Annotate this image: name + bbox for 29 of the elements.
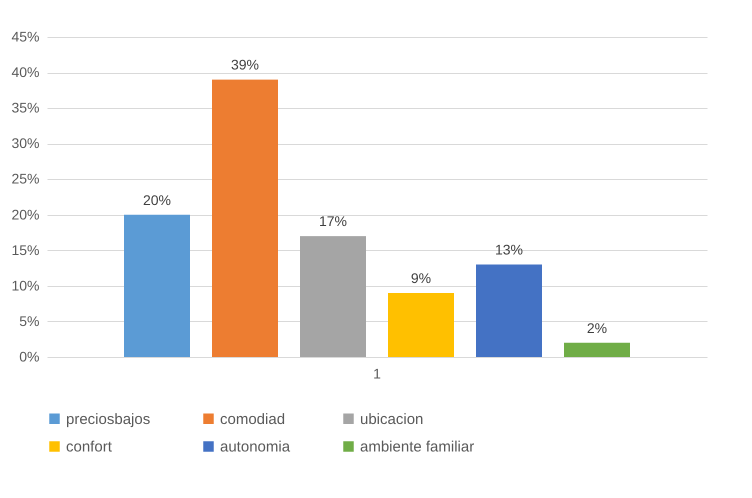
y-tick-label: 0% <box>19 348 40 364</box>
legend-label: autonomia <box>220 438 291 456</box>
legend-label: preciosbajos <box>66 410 150 428</box>
bar <box>300 236 366 357</box>
y-tick-label: 30% <box>11 135 40 152</box>
legend-label: ubicacion <box>360 410 424 428</box>
data-label: 20% <box>142 192 172 208</box>
y-tick-label: 10% <box>11 277 40 294</box>
y-tick-label: 35% <box>11 100 40 116</box>
bar <box>124 214 190 357</box>
y-tick-label: 45% <box>11 28 40 44</box>
legend-label: confort <box>66 438 113 456</box>
legend-label: comodiad <box>220 410 286 428</box>
y-tick-label: 40% <box>11 64 40 80</box>
data-label: 9% <box>410 270 432 286</box>
y-tick-label: 20% <box>11 206 40 222</box>
x-tick-label: 1 <box>373 366 382 382</box>
data-label: 2% <box>586 320 608 336</box>
bar <box>212 80 278 357</box>
bar <box>564 342 630 357</box>
bar <box>388 293 454 357</box>
y-tick-label: 25% <box>11 170 40 187</box>
data-label: 13% <box>494 242 524 258</box>
y-tick-label: 5% <box>19 312 40 329</box>
legend-label: ambiente familiar <box>360 438 474 456</box>
bar <box>476 264 542 357</box>
data-label: 39% <box>230 56 260 73</box>
y-tick-label: 15% <box>11 242 40 258</box>
data-label: 17% <box>318 213 348 230</box>
